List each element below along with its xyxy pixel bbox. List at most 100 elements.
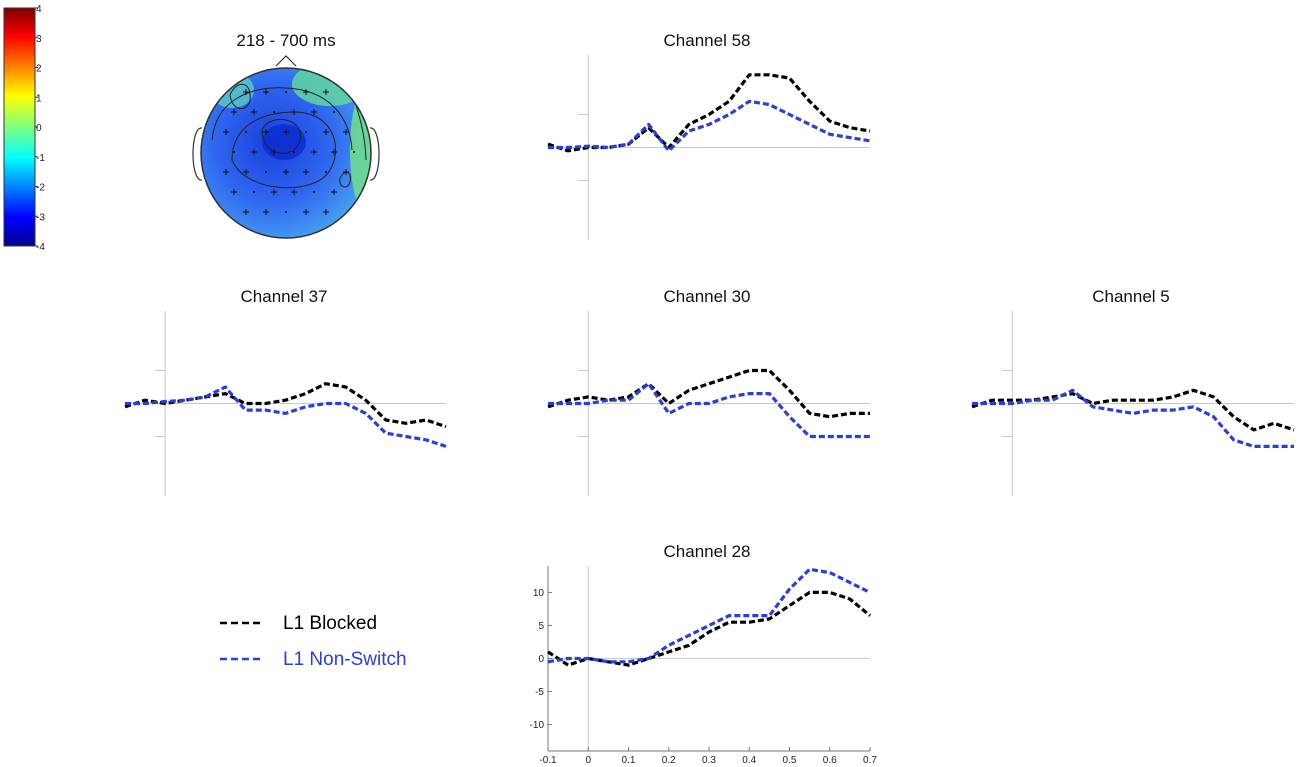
- legend-label-nonswitch: L1 Non-Switch: [283, 649, 407, 670]
- colorbar: 4 3 2 1 0 -1 -2 -3 -4: [3, 4, 45, 253]
- electrode-marker: [305, 131, 307, 133]
- series-l1-nonswitch: [547, 567, 871, 664]
- right-ear-icon: [369, 127, 380, 181]
- electrode-marker: [253, 191, 255, 193]
- y-tick-label: -5: [535, 687, 544, 698]
- electrode-marker: [285, 91, 287, 93]
- electrode-marker: [291, 189, 297, 195]
- x-tick-label: 0: [585, 755, 591, 766]
- series-l1-blocked: [971, 388, 1295, 432]
- electrode-marker: [233, 151, 235, 153]
- x-tick-label: 0.6: [823, 755, 837, 766]
- panel-channel-5: Channel 5: [971, 287, 1295, 496]
- nose-icon: [275, 55, 297, 67]
- x-tick-label: 0.7: [863, 755, 877, 766]
- electrode-marker: [223, 169, 229, 175]
- electrode-marker: [303, 89, 309, 95]
- electrode-marker: [271, 149, 277, 155]
- electrode-marker: [263, 209, 269, 215]
- colorbar-tick-label: 4: [36, 4, 42, 15]
- electrode-marker: [251, 149, 257, 155]
- electrode-marker: [313, 191, 315, 193]
- panel-title: Channel 58: [664, 31, 751, 50]
- electrode-marker: [353, 151, 355, 153]
- panel-channel-30: Channel 30: [547, 287, 870, 496]
- electrode-marker: [333, 111, 335, 113]
- topomap-title: 218 - 700 ms: [236, 31, 335, 50]
- colorbar-tick-label: 3: [36, 34, 42, 45]
- electrode-marker: [323, 89, 329, 95]
- y-tick-label: -10: [530, 720, 545, 731]
- electrode-marker: [311, 109, 317, 115]
- series-l1-nonswitch: [548, 382, 870, 439]
- series-l1-nonswitch: [548, 99, 871, 153]
- colorbar-tick-label: -1: [36, 153, 45, 164]
- colorbar-tick-label: -3: [36, 212, 45, 223]
- series-l1-blocked: [547, 590, 872, 667]
- colorbar-tick-label: 1: [36, 93, 42, 104]
- panel-title: Channel 37: [241, 287, 328, 306]
- series-l1-blocked: [547, 368, 870, 419]
- colorbar-tick-label: 0: [36, 123, 42, 134]
- head-outline: [200, 67, 372, 239]
- colorbar-tick-label: -4: [36, 242, 45, 253]
- legend: L1 Blocked L1 Non-Switch: [220, 613, 407, 670]
- electrodes: [223, 89, 355, 215]
- electrode-marker: [323, 209, 329, 215]
- electrode-marker: [265, 171, 267, 173]
- electrode-marker: [293, 151, 295, 153]
- electrode-marker: [231, 109, 237, 115]
- electrode-marker: [343, 129, 349, 135]
- electrode-marker: [263, 89, 269, 95]
- panel-channel-28: Channel 28 -10 -5 0 5 10 -0.1 0 0.1 0.2 0.3 0.4 0.5…: [530, 542, 878, 766]
- x-tick-label: 0.3: [702, 755, 716, 766]
- panel-channel-37: Channel 37: [124, 287, 447, 496]
- electrode-marker: [243, 169, 249, 175]
- electrode-marker: [263, 129, 269, 135]
- y-tick-label: 5: [538, 621, 544, 632]
- y-tick-label: 10: [533, 588, 545, 599]
- electrode-marker: [285, 211, 287, 213]
- electrode-marker: [245, 131, 247, 133]
- x-tick-label: 0.1: [622, 755, 636, 766]
- colorbar-tick-label: 2: [36, 64, 42, 75]
- panel-title: Channel 30: [664, 287, 751, 306]
- electrode-marker: [283, 169, 289, 175]
- electrode-marker: [251, 109, 257, 115]
- x-tick-label: -0.1: [539, 755, 557, 766]
- electrode-marker: [243, 209, 249, 215]
- electrode-marker: [223, 129, 229, 135]
- electrode-marker: [331, 189, 337, 195]
- electrode-marker: [291, 109, 297, 115]
- electrode-marker: [271, 189, 277, 195]
- electrode-marker: [311, 149, 317, 155]
- x-tick-label: 0.4: [742, 755, 756, 766]
- electrode-marker: [303, 169, 309, 175]
- colorbar-tick-label: -2: [36, 183, 45, 194]
- electrode-marker: [283, 129, 289, 135]
- x-tick-label: 0.5: [783, 755, 797, 766]
- panel-title: Channel 28: [664, 542, 751, 561]
- electrode-marker: [343, 169, 349, 175]
- colorbar-gradient: [3, 7, 36, 247]
- x-tick-label: 0.2: [662, 755, 676, 766]
- electrode-marker: [243, 89, 249, 95]
- series-l1-nonswitch: [125, 385, 447, 448]
- series-l1-blocked: [547, 73, 871, 153]
- electrode-marker: [331, 149, 337, 155]
- panel-channel-58: Channel 58: [547, 31, 871, 240]
- topomap: 218 - 700 ms: [192, 31, 380, 239]
- legend-label-blocked: L1 Blocked: [283, 613, 377, 634]
- electrode-marker: [325, 171, 327, 173]
- panel-title: Channel 5: [1092, 287, 1170, 306]
- colorbar-ticks: 4 3 2 1 0 -1 -2 -3 -4: [35, 4, 45, 253]
- series-l1-blocked: [124, 382, 447, 429]
- series-l1-nonswitch: [972, 388, 1294, 448]
- electrode-marker: [231, 189, 237, 195]
- electrode-marker: [303, 209, 309, 215]
- electrode-marker: [273, 111, 275, 113]
- electrode-marker: [323, 129, 329, 135]
- left-ear-icon: [192, 127, 203, 181]
- y-tick-label: 0: [538, 654, 544, 665]
